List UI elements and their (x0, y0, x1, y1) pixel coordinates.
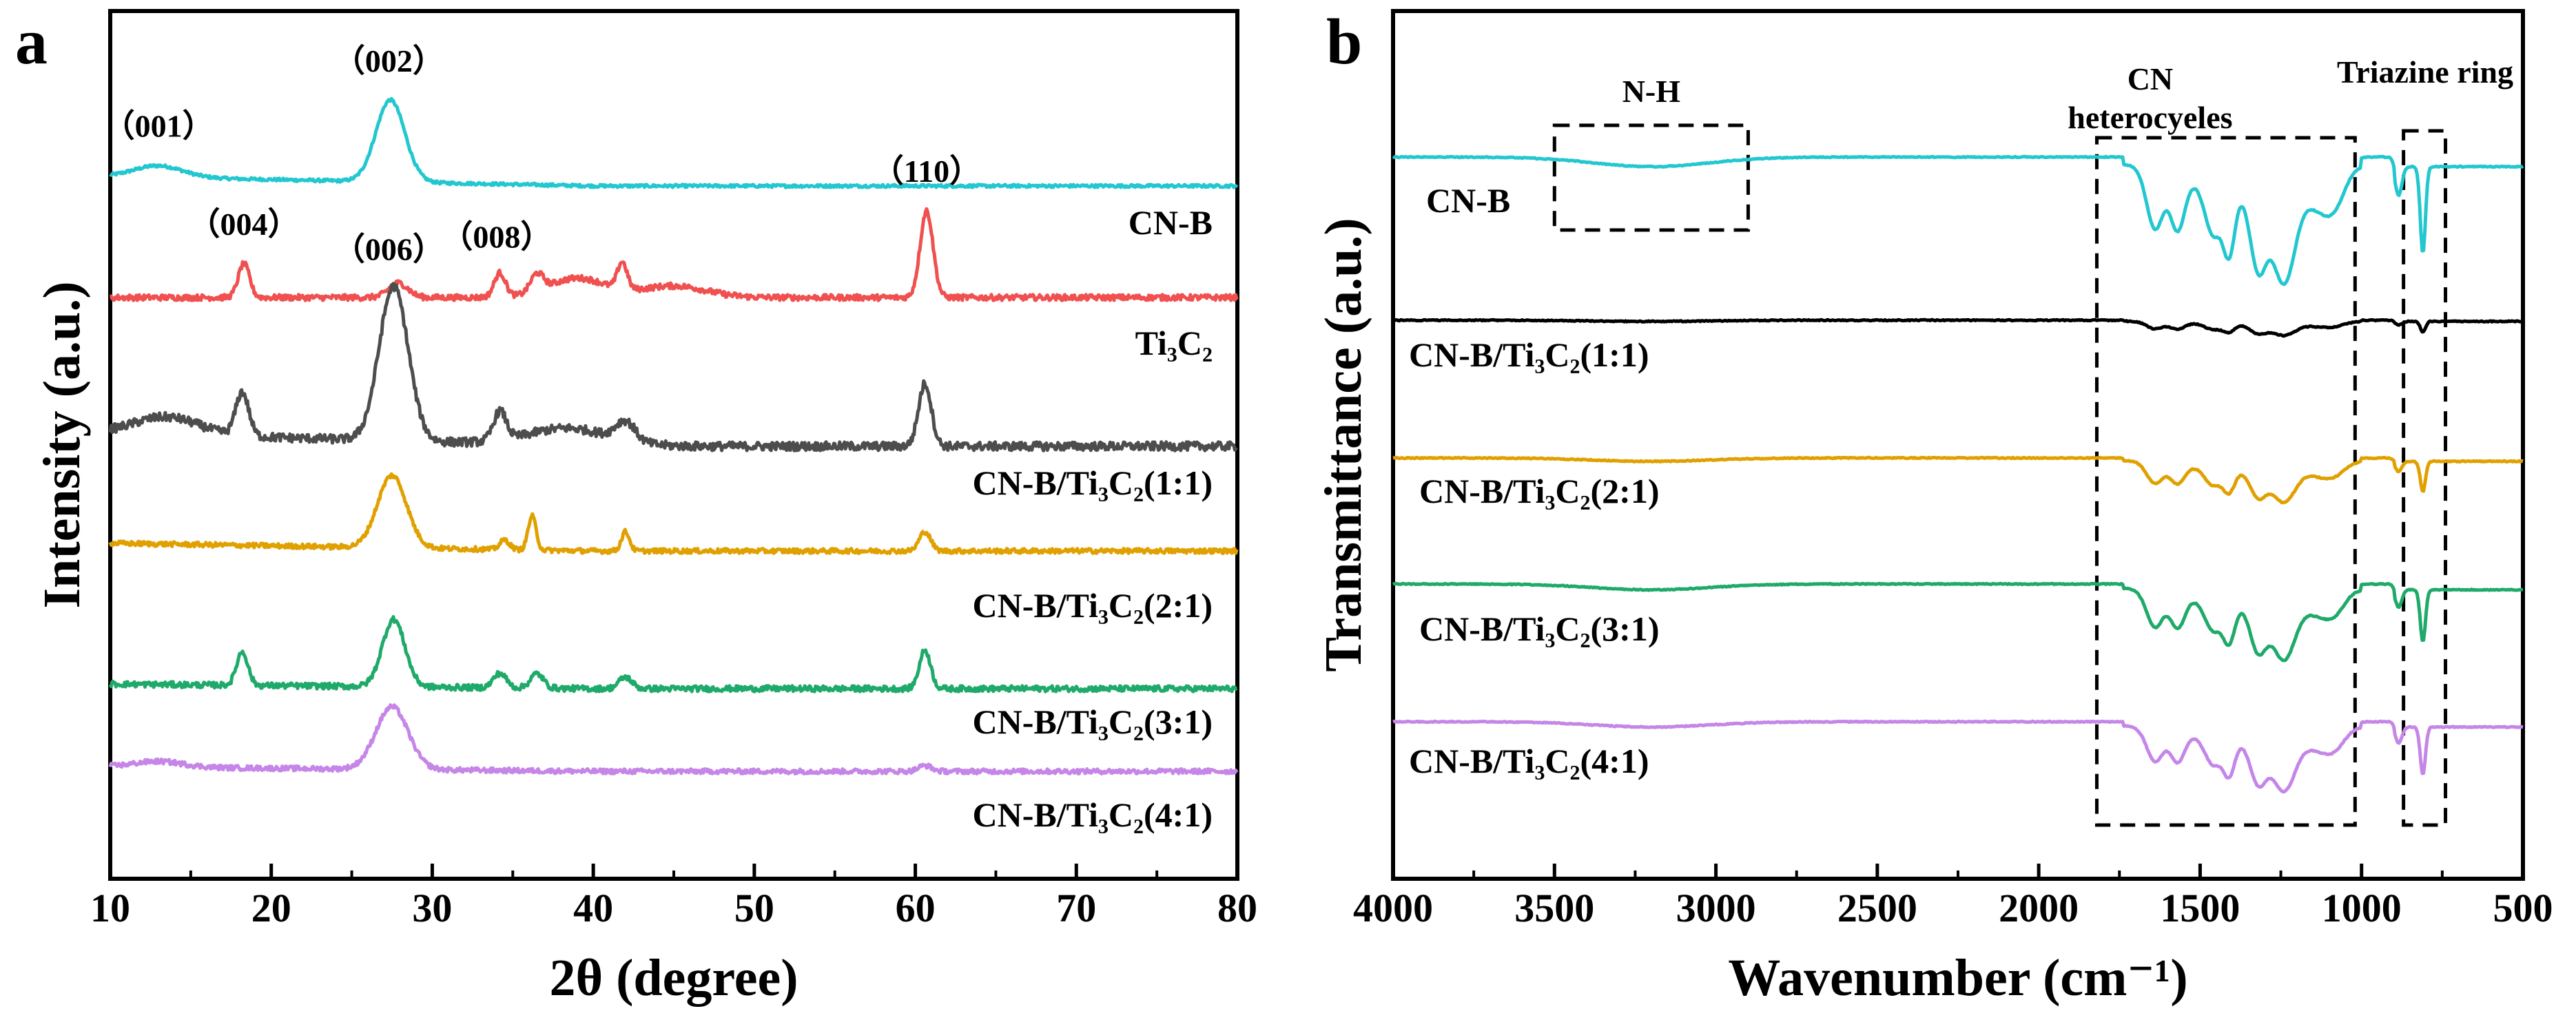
panel-b-series-label: CN-B/Ti₃C₂(4:1) (1409, 742, 1649, 780)
panel-a-series-line (109, 207, 1239, 302)
panel-a-x-tick-label: 10 (90, 886, 130, 930)
panel-a-y-axis-label: Intensity (a.u.) (33, 281, 91, 608)
panel-b-x-tick-label: 1000 (2322, 886, 2402, 930)
panel-b-x-ticks: 4000 3500 3000 2500 2000 1500 1000 500 (1353, 864, 2553, 930)
panel-b: b 4000 3500 3000 2500 2000 1500 1000 500 N-H CN h… (1315, 6, 2553, 1007)
panel-a-series-line (108, 703, 1239, 775)
panel-a-series-label: Ti₃C₂ (1135, 324, 1213, 362)
panel-a-peak-annotation: （008） (441, 220, 552, 255)
panel-b-series-label: CN-B/Ti₃C₂(3:1) (1419, 609, 1660, 648)
panel-a-series-line (109, 96, 1239, 189)
panel-b-series-labels: CN-B CN-B/Ti₃C₂(1:1) CN-B/Ti₃C₂(2:1) CN-B/T… (1409, 181, 1660, 780)
panel-a: a 10 20 30 40 50 60 70 80 （001）（002）（004）（006）（… (15, 6, 1257, 1007)
panel-a-peak-annotation: （001） (103, 109, 214, 144)
panel-a-peak-annotation: （004） (188, 207, 299, 242)
panel-b-series-line (1392, 154, 2524, 286)
panel-b-x-tick-label: 4000 (1353, 886, 1433, 930)
panel-a-series-label: CN-B (1129, 203, 1213, 242)
panel-a-annotations: （001） （002） （004） （006）（008） （110） (103, 43, 982, 267)
panel-a-series-label: CN-B/Ti₃C₂(2:1) (973, 586, 1213, 625)
panel-a-x-ticks: 10 20 30 40 50 60 70 80 (90, 864, 1257, 930)
panel-b-series-label: CN-B/Ti₃C₂(1:1) (1409, 335, 1649, 374)
panel-b-region-label: Triazine ring (2337, 54, 2513, 90)
panel-b-x-tick-label: 3000 (1676, 886, 1756, 930)
panel-a-peak-annotation: （006） (333, 231, 444, 267)
panel-a-series-labels: CN-B Ti₃C₂ CN-B/Ti₃C₂(1:1) CN-B/Ti₃C₂(2:1) C… (973, 203, 1213, 834)
panel-a-x-tick-label: 60 (896, 886, 936, 930)
panel-a-x-tick-label: 30 (412, 886, 452, 930)
panel-a-series-line (108, 615, 1238, 694)
panel-a-series-label: CN-B/Ti₃C₂(3:1) (973, 702, 1213, 741)
panel-a-series-line (108, 282, 1238, 452)
panel-a-series (108, 96, 1239, 775)
panel-a-x-axis-label: 2θ (degree) (549, 949, 798, 1007)
panel-b-x-tick-label: 2500 (1837, 886, 1917, 930)
panel-a-x-tick-label: 70 (1056, 886, 1096, 930)
panel-b-region-triazine (2402, 129, 2448, 827)
panel-b-x-tick-label: 3500 (1514, 886, 1594, 930)
panel-b-series-line (1392, 581, 2524, 663)
panel-a-series-label: CN-B/Ti₃C₂(4:1) (973, 795, 1213, 834)
panel-b-y-axis-label: Transmittance (a.u.) (1315, 218, 1372, 671)
panel-b-label: b (1326, 6, 1362, 78)
panel-b-region-label: N-H (1622, 74, 1681, 109)
panel-a-peak-annotation: （110） (872, 154, 981, 189)
panel-b-x-tick-label: 500 (2493, 886, 2553, 930)
panel-b-region-cn (2094, 136, 2357, 827)
panel-a-series-line (108, 472, 1239, 555)
panel-b-region-label: heterocyeles (2068, 100, 2232, 135)
panel-b-region-nh (1552, 123, 1750, 232)
panel-a-peak-annotation: （002） (333, 43, 444, 79)
panel-b-x-axis-label: Wavenumber (cm⁻¹) (1728, 949, 2187, 1007)
panel-a-label: a (15, 6, 48, 78)
panel-b-x-tick-label: 1500 (2160, 886, 2240, 930)
panel-b-series-line (1392, 719, 2524, 794)
panel-b-x-tick-label: 2000 (1999, 886, 2079, 930)
panel-b-series-line (1392, 317, 2524, 338)
panel-b-regions: N-H CN heterocyeles Triazine ring (1552, 54, 2513, 827)
panel-a-x-tick-label: 50 (734, 886, 774, 930)
panel-b-region-label: CN (2127, 61, 2173, 96)
panel-b-series-label: CN-B (1426, 181, 1510, 220)
panel-b-series-label: CN-B/Ti₃C₂(2:1) (1419, 472, 1660, 510)
panel-a-x-tick-label: 20 (251, 886, 291, 930)
panel-a-x-tick-label: 40 (573, 886, 613, 930)
panel-b-series-line (1392, 455, 2524, 505)
panel-a-series-label: CN-B/Ti₃C₂(1:1) (973, 463, 1213, 502)
panel-a-x-tick-label: 80 (1217, 886, 1257, 930)
panel-b-series (1392, 154, 2524, 794)
